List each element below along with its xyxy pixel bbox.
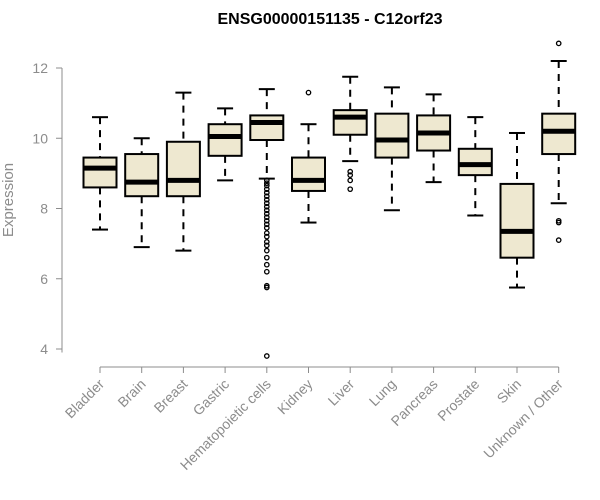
y-tick-label: 6 [40,271,48,287]
outlier-point [263,233,270,240]
x-category-label: Unknown / Other [480,376,566,462]
y-tick-label: 12 [32,60,48,76]
x-category-label: Kidney [274,376,316,418]
outlier-point [263,203,270,210]
outlier-point [263,214,270,221]
outlier-point [263,353,270,359]
outlier-point [555,40,562,47]
outlier-point [263,254,270,261]
iqr-box [249,114,285,142]
outlier-point [263,221,270,228]
iqr-box [82,156,118,189]
chart-title: ENSG00000151135 - C12orf23 [217,11,442,28]
outlier-point [263,200,270,207]
y-tick-label: 4 [40,341,48,357]
y-tick-label: 10 [32,130,48,146]
outlier-point [263,207,270,214]
outlier-point [263,224,270,231]
y-axis-label: Expression [0,163,17,237]
outlier-point [263,180,270,187]
iqr-box [291,156,326,192]
x-category-label: Liver [325,376,358,409]
outlier-point [347,186,354,193]
outlier-point [347,177,354,184]
iqr-box [165,140,201,198]
outlier-point [263,182,270,189]
outlier-point [555,217,562,224]
outlier-point [263,177,270,184]
iqr-box [124,153,160,198]
outlier-point [263,247,270,254]
y-tick-label: 8 [40,201,48,217]
outlier-point [263,193,270,200]
outlier-point [263,217,270,224]
iqr-box [499,182,535,259]
outlier-point [263,282,270,289]
outlier-point [347,168,354,175]
iqr-box [207,123,243,157]
x-category-label: Brain [114,376,148,410]
iqr-box [457,147,493,177]
iqr-box [374,112,410,159]
outlier-point [263,268,270,275]
x-category-label: Lung [366,376,399,409]
x-category-label: Breast [151,376,191,416]
x-category-label: Prostate [434,376,482,424]
outlier-point [263,242,270,249]
outlier-point [263,239,270,245]
outlier-point [263,189,270,196]
outlier-point [263,196,270,203]
x-category-label: Bladder [62,376,108,422]
outlier-point [263,261,270,268]
outlier-point [263,186,270,193]
iqr-box [541,112,577,156]
outlier-point [305,89,312,96]
x-category-label: Skin [494,376,525,407]
outlier-point [263,230,270,236]
outlier-point [347,172,354,178]
outlier-point [555,237,562,243]
outlier-point [263,210,270,217]
iqr-box [332,109,368,136]
